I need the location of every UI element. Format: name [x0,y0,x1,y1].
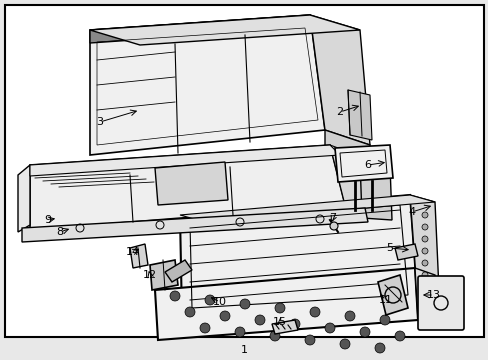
Polygon shape [90,15,309,43]
Circle shape [421,224,427,230]
Polygon shape [164,260,192,282]
Polygon shape [377,275,407,315]
Text: 9: 9 [44,215,51,225]
Polygon shape [30,145,345,230]
Text: 6: 6 [364,160,371,170]
Circle shape [394,331,404,341]
Polygon shape [394,244,417,260]
Text: 15: 15 [272,317,286,327]
Polygon shape [90,15,325,155]
Text: 4: 4 [407,207,415,217]
Polygon shape [18,165,30,232]
Polygon shape [329,145,367,215]
Circle shape [374,343,384,353]
Polygon shape [271,320,297,334]
Polygon shape [309,15,369,145]
Polygon shape [180,195,434,222]
Text: 8: 8 [56,227,63,237]
Circle shape [240,299,249,309]
Circle shape [274,303,285,313]
Circle shape [421,260,427,266]
Polygon shape [334,145,392,182]
Circle shape [289,319,299,329]
Text: 7: 7 [329,213,336,223]
Circle shape [345,311,354,321]
Text: 2: 2 [336,107,343,117]
Circle shape [204,295,215,305]
Circle shape [269,331,280,341]
Text: 1: 1 [240,345,247,355]
Polygon shape [325,130,369,175]
Circle shape [421,248,427,254]
Polygon shape [347,90,371,140]
Polygon shape [409,195,439,312]
Text: 5: 5 [386,243,393,253]
Text: 11: 11 [378,295,392,305]
Circle shape [421,212,427,218]
Circle shape [254,315,264,325]
FancyBboxPatch shape [417,276,463,330]
Circle shape [325,323,334,333]
Text: 3: 3 [96,117,103,127]
Circle shape [220,311,229,321]
Circle shape [359,327,369,337]
Text: 14: 14 [126,247,140,257]
Circle shape [421,284,427,290]
Circle shape [170,291,180,301]
Circle shape [421,236,427,242]
Circle shape [421,296,427,302]
Circle shape [235,327,244,337]
Circle shape [309,307,319,317]
Circle shape [184,307,195,317]
Text: 10: 10 [213,297,226,307]
Circle shape [200,323,209,333]
Circle shape [421,272,427,278]
Polygon shape [90,15,359,45]
Polygon shape [359,160,391,220]
Polygon shape [155,268,417,340]
Polygon shape [22,208,367,242]
Text: 12: 12 [142,270,157,280]
Polygon shape [130,244,148,268]
Circle shape [329,222,337,230]
Circle shape [339,339,349,349]
Circle shape [379,315,389,325]
Polygon shape [414,268,437,328]
Polygon shape [155,162,227,205]
Text: 13: 13 [426,290,440,300]
Polygon shape [30,145,339,176]
Polygon shape [150,260,178,290]
Circle shape [305,335,314,345]
Polygon shape [180,195,417,318]
